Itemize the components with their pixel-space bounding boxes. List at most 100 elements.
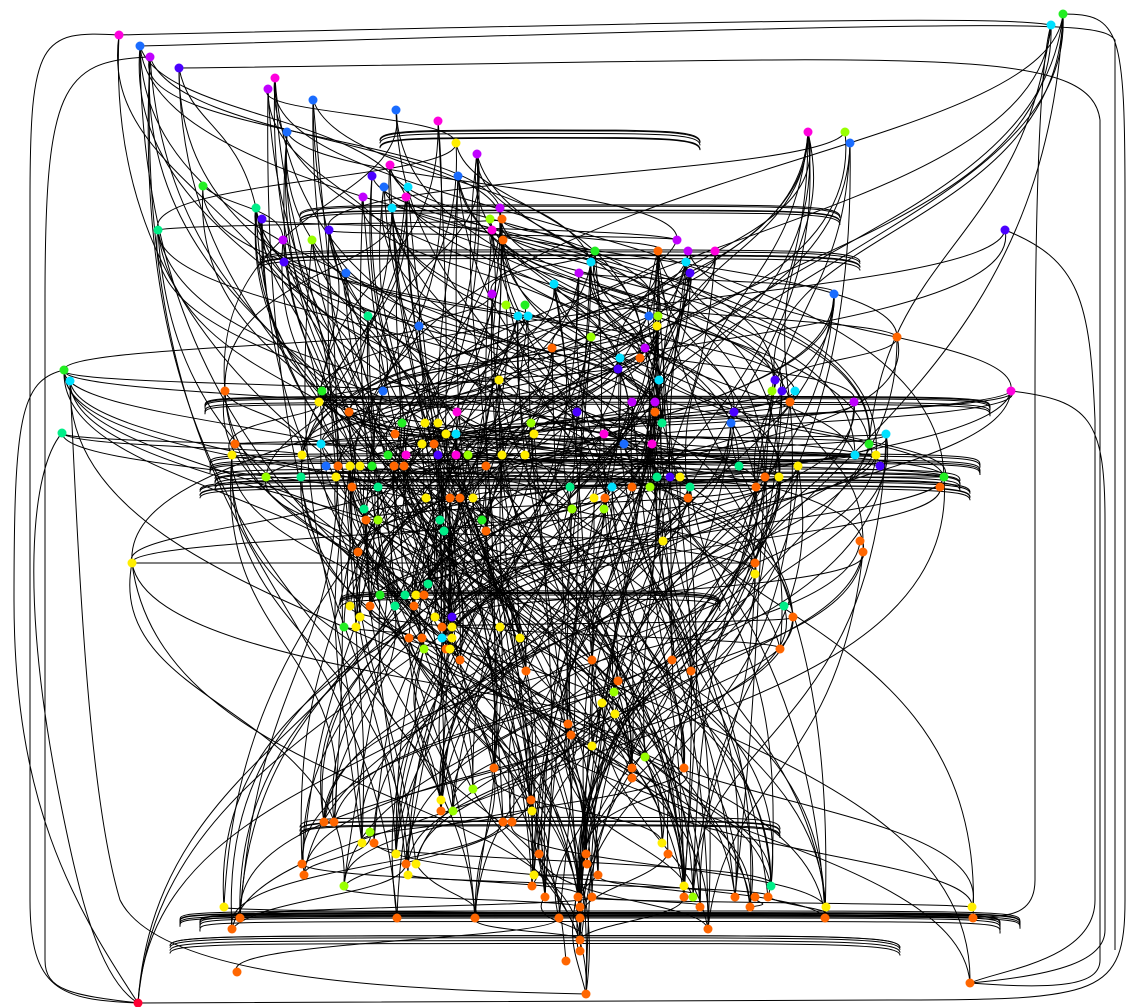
graph-edge bbox=[362, 196, 534, 887]
graph-node bbox=[607, 482, 617, 492]
graph-edge bbox=[157, 229, 681, 478]
graph-edge bbox=[408, 637, 454, 812]
graph-node bbox=[586, 257, 596, 267]
graph-edge bbox=[388, 164, 826, 919]
graph-edge bbox=[204, 395, 991, 409]
graph-node bbox=[587, 741, 597, 751]
graph-node bbox=[383, 450, 393, 460]
graph-edge bbox=[424, 422, 740, 467]
graph-node bbox=[589, 493, 599, 503]
graph-node bbox=[353, 547, 363, 557]
graph-node bbox=[447, 633, 457, 643]
graph-edge bbox=[519, 637, 633, 779]
graph-node bbox=[401, 450, 411, 460]
graph-edge bbox=[199, 485, 971, 498]
graph-edge bbox=[209, 460, 981, 474]
graph-edge bbox=[334, 476, 685, 887]
graph-node bbox=[495, 622, 505, 632]
graph-node bbox=[235, 913, 245, 923]
graph-node bbox=[355, 612, 365, 622]
graph-node bbox=[685, 482, 695, 492]
graph-edge bbox=[139, 45, 599, 876]
graph-node bbox=[279, 257, 289, 267]
graph-node bbox=[57, 428, 67, 438]
graph-node bbox=[788, 612, 798, 622]
graph-edge bbox=[231, 863, 407, 930]
graph-node bbox=[365, 827, 375, 837]
graph-edge bbox=[502, 239, 665, 424]
graph-edge bbox=[383, 186, 898, 338]
graph-edge bbox=[179, 910, 1021, 924]
graph-node bbox=[297, 859, 307, 869]
graph-edge bbox=[418, 293, 493, 327]
graph-node bbox=[409, 601, 419, 611]
graph-edge bbox=[591, 390, 1012, 661]
graph-edge bbox=[455, 24, 1052, 456]
graph-node bbox=[397, 418, 407, 428]
graph-edge bbox=[415, 519, 483, 596]
graph-edge bbox=[254, 207, 354, 488]
graph-node bbox=[675, 472, 685, 482]
graph-node bbox=[296, 472, 306, 482]
graph-edge bbox=[498, 131, 809, 381]
graph-edge bbox=[541, 401, 656, 898]
graph-edge bbox=[407, 186, 663, 424]
graph-edge bbox=[312, 99, 592, 263]
graph-node bbox=[840, 127, 850, 137]
graph-node bbox=[433, 450, 443, 460]
graph-edge bbox=[199, 479, 971, 493]
graph-edge bbox=[441, 637, 474, 790]
graph-node bbox=[779, 601, 789, 611]
graph-edge bbox=[209, 453, 981, 466]
graph-node bbox=[59, 365, 69, 375]
graph-node bbox=[437, 633, 447, 643]
graph-node bbox=[858, 547, 868, 557]
graph-node bbox=[135, 41, 145, 51]
graph-node bbox=[683, 493, 693, 503]
graph-node bbox=[1046, 20, 1056, 30]
graph-node bbox=[590, 246, 600, 256]
graph-edge bbox=[683, 497, 698, 887]
graph-edge bbox=[684, 131, 809, 499]
graph-node bbox=[308, 95, 318, 105]
graph-node bbox=[935, 482, 945, 492]
graph-node bbox=[653, 246, 663, 256]
graph-edge bbox=[299, 816, 781, 830]
graph-edge bbox=[303, 486, 613, 876]
graph-node bbox=[391, 105, 401, 115]
graph-node bbox=[527, 806, 537, 816]
graph-node bbox=[710, 246, 720, 256]
graph-node bbox=[875, 461, 885, 471]
graph-edge bbox=[137, 250, 659, 1004]
graph-edge bbox=[169, 937, 901, 950]
graph-edge bbox=[351, 486, 751, 908]
graph-edge bbox=[362, 508, 425, 650]
graph-edge bbox=[485, 229, 540, 855]
graph-edge bbox=[301, 379, 500, 456]
graph-node bbox=[390, 601, 400, 611]
graph-edge bbox=[451, 573, 756, 812]
graph-node bbox=[433, 116, 443, 126]
graph-edge bbox=[451, 401, 855, 639]
graph-edge bbox=[29, 33, 139, 1004]
graph-node bbox=[351, 622, 361, 632]
graph-edge bbox=[680, 476, 768, 769]
graph-node bbox=[881, 429, 891, 439]
graph-node bbox=[403, 182, 413, 192]
graph-edge bbox=[199, 481, 971, 494]
graph-node bbox=[513, 311, 523, 321]
graph-node bbox=[257, 214, 267, 224]
graph-edge bbox=[373, 454, 877, 844]
graph-edge bbox=[969, 229, 1096, 984]
graph-edge bbox=[509, 476, 766, 823]
graph-edge bbox=[301, 325, 420, 456]
graph-node bbox=[864, 439, 874, 449]
graph-edge bbox=[387, 390, 796, 456]
graph-edge bbox=[374, 465, 487, 596]
graph-node bbox=[174, 63, 184, 73]
graph-node bbox=[472, 149, 482, 159]
graph-node bbox=[367, 171, 377, 181]
graph-edge bbox=[311, 239, 496, 769]
graph-edge bbox=[657, 250, 827, 919]
graph-edge bbox=[286, 131, 678, 241]
